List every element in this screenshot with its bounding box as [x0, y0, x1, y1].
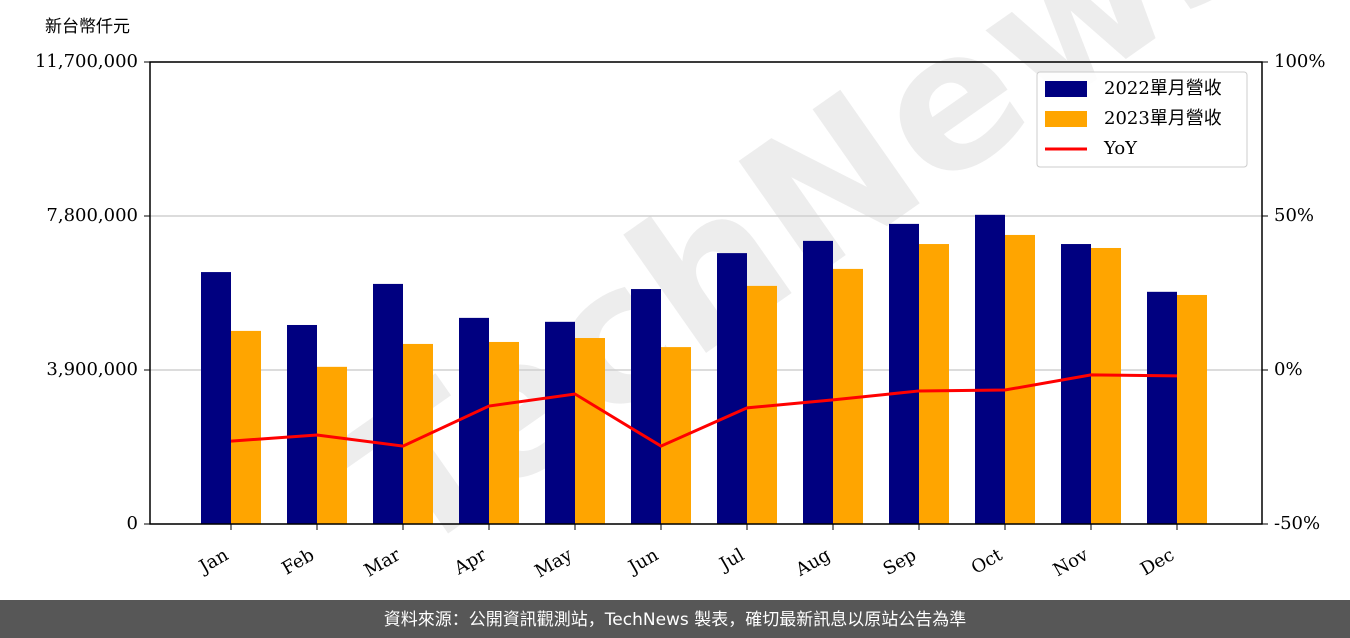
x-tick-label: Feb	[278, 544, 318, 579]
bar	[1005, 234, 1035, 524]
bar	[201, 272, 231, 524]
bar	[373, 283, 403, 524]
x-tick-label: May	[531, 544, 576, 582]
x-tick-label: Nov	[1050, 544, 1093, 581]
y-tick-label: 3,900,000	[46, 359, 138, 380]
x-tick-label: Dec	[1137, 544, 1178, 580]
legend-label: 2022單月營收	[1104, 78, 1222, 99]
x-tick-label: Sep	[880, 544, 920, 579]
bar	[545, 321, 575, 524]
x-tick-label: Mar	[361, 544, 405, 581]
bar	[287, 324, 317, 524]
legend-box	[1036, 71, 1248, 168]
bar	[631, 289, 661, 524]
legend-label: 2023單月營收	[1104, 108, 1222, 129]
y2-tick-label: 0%	[1274, 359, 1303, 380]
bar	[975, 214, 1005, 525]
legend-swatch	[1045, 111, 1087, 127]
legend-label: YoY	[1103, 138, 1138, 159]
bar	[919, 244, 949, 525]
bar	[717, 253, 747, 524]
y-tick-label: 0	[127, 513, 138, 534]
bar	[803, 240, 833, 524]
y-tick-label: 7,800,000	[46, 205, 138, 226]
bar	[489, 341, 519, 524]
bar	[317, 366, 347, 524]
bar	[1061, 244, 1091, 525]
plot-frame	[149, 61, 1263, 525]
legend-swatch	[1045, 81, 1087, 97]
bar	[231, 330, 261, 524]
y-tick-label: 11,700,000	[35, 51, 138, 72]
x-tick-label: Jan	[194, 544, 232, 578]
x-tick-label: Jul	[714, 544, 748, 576]
footer: 資料來源：公開資訊觀測站，TechNews 製表，確切最新訊息以原站公告為準	[384, 610, 966, 630]
y2-tick-label: 50%	[1274, 205, 1314, 226]
bar	[889, 223, 919, 524]
footer-band	[0, 600, 1350, 638]
bar	[1177, 294, 1207, 524]
y-axis-label: 新台幣仟元	[45, 17, 130, 37]
x-tick-label: Aug	[791, 544, 834, 581]
bar	[459, 317, 489, 524]
bar	[1147, 291, 1177, 524]
x-tick-label: Oct	[968, 544, 1007, 579]
y2-tick-label: 100%	[1274, 51, 1325, 72]
bar	[1091, 247, 1121, 524]
line	[230, 373, 1178, 448]
bar	[575, 338, 605, 524]
x-tick-label: Jun	[623, 544, 662, 579]
y2-tick-label: -50%	[1274, 513, 1320, 534]
